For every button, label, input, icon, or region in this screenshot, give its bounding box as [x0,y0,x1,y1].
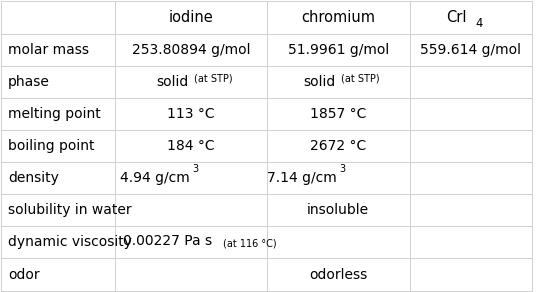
Text: iodine: iodine [169,10,213,25]
Text: solubility in water: solubility in water [8,203,131,217]
Text: phase: phase [8,75,50,89]
Text: 4: 4 [475,18,482,30]
Text: 7.14 g/cm: 7.14 g/cm [267,171,337,185]
Text: 0.00227 Pa s: 0.00227 Pa s [123,234,213,248]
Text: insoluble: insoluble [307,203,369,217]
Text: (at 116 °C): (at 116 °C) [224,239,277,249]
Text: density: density [8,171,58,185]
Text: solid: solid [156,75,188,89]
Text: 3: 3 [192,164,198,174]
Text: odorless: odorless [309,267,367,281]
Text: 559.614 g/mol: 559.614 g/mol [420,43,522,57]
Text: boiling point: boiling point [8,139,94,153]
Text: 253.80894 g/mol: 253.80894 g/mol [132,43,250,57]
Text: 184 °C: 184 °C [167,139,215,153]
Text: (at STP): (at STP) [341,74,379,84]
Text: 1857 °C: 1857 °C [310,107,367,121]
Text: molar mass: molar mass [8,43,89,57]
Text: 113 °C: 113 °C [167,107,215,121]
Text: melting point: melting point [8,107,101,121]
Text: CrI: CrI [446,10,467,25]
Text: dynamic viscosity: dynamic viscosity [8,235,132,249]
Text: 3: 3 [340,164,346,174]
Text: odor: odor [8,267,39,281]
Text: chromium: chromium [301,10,375,25]
Text: solid: solid [303,75,336,89]
Text: 51.9961 g/mol: 51.9961 g/mol [288,43,389,57]
Text: 4.94 g/cm: 4.94 g/cm [120,171,190,185]
Text: 2672 °C: 2672 °C [310,139,367,153]
Text: (at STP): (at STP) [194,74,233,84]
